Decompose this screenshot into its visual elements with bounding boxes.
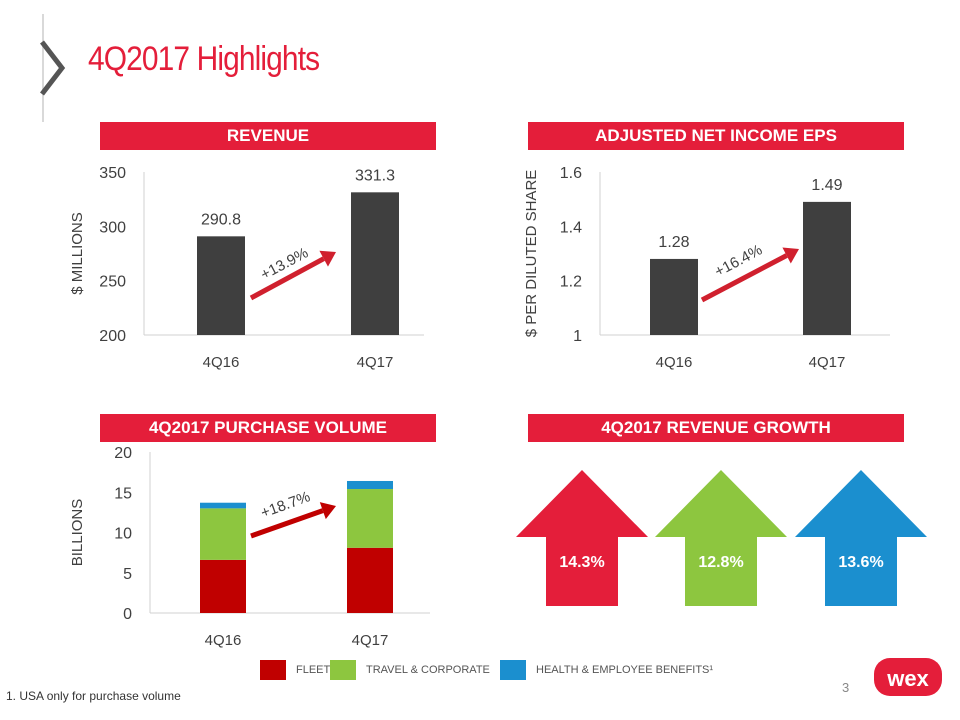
- logo-text: wex: [886, 666, 929, 691]
- growth-value-label: 13.6%: [838, 554, 883, 571]
- trend-arrow-shaft: [249, 256, 325, 301]
- legend-label: FLEET: [296, 664, 331, 676]
- y-tick-label: 1.4: [560, 219, 582, 236]
- y-tick-label: 10: [114, 526, 132, 543]
- footnote: 1. USA only for purchase volume: [6, 689, 181, 703]
- legend-item-fleet: FLEET: [260, 658, 330, 682]
- data-label: 1.28: [658, 234, 689, 251]
- chevron-right-icon: [40, 40, 66, 96]
- y-tick-label: 15: [114, 485, 132, 502]
- bar-segment: [347, 547, 393, 613]
- trend-arrow-head: [782, 247, 799, 264]
- y-tick-label: 20: [114, 445, 132, 462]
- header-divider: [42, 14, 44, 122]
- y-tick-label: 1: [573, 328, 582, 345]
- page-number: 3: [842, 680, 850, 695]
- trend-arrow-head: [319, 250, 336, 267]
- legend-label: TRAVEL & CORPORATE: [366, 664, 490, 676]
- y-tick-label: 350: [99, 165, 126, 182]
- legend-item-travel: TRAVEL & CORPORATE: [330, 658, 490, 682]
- bar-segment: [200, 508, 246, 560]
- growth-arrow: [795, 470, 927, 606]
- bar-segment: [347, 489, 393, 548]
- revenue-chart: 200 250 300 350 $ MILLIONS 290.8 4Q16 331.3 4Q17…: [69, 165, 424, 371]
- revenue-banner: REVENUE: [100, 122, 436, 150]
- x-tick-label: 4Q16: [205, 632, 242, 649]
- bar-segment: [200, 559, 246, 613]
- y-tick-label: 0: [123, 606, 132, 623]
- growth-arrow: [655, 470, 787, 606]
- y-tick-label: 300: [99, 219, 126, 236]
- trend-arrow-shaft: [700, 253, 788, 303]
- eps-chart: 1 1.2 1.4 1.6 $ PER DILUTED SHARE 1.28 4Q16 1.4…: [523, 165, 890, 371]
- page-title: 4Q2017 Highlights: [88, 40, 320, 78]
- growth-annotation: +16.4%: [712, 241, 765, 280]
- eps-banner: ADJUSTED NET INCOME EPS: [528, 122, 904, 150]
- wex-logo: wex: [874, 658, 942, 696]
- growth-value-label: 14.3%: [559, 554, 604, 571]
- y-tick-label: 250: [99, 274, 126, 291]
- legend-swatch: [330, 660, 356, 680]
- legend-label: HEALTH & EMPLOYEE BENEFITS¹: [536, 664, 714, 676]
- data-label: 290.8: [201, 211, 241, 228]
- growth-arrow: [516, 470, 648, 606]
- growth-value-label: 12.8%: [698, 554, 743, 571]
- x-tick-label: 4Q17: [809, 354, 846, 371]
- y-axis-label: $ MILLIONS: [69, 212, 86, 295]
- bar: [803, 201, 851, 335]
- bar-segment: [347, 480, 393, 490]
- data-label: 1.49: [811, 177, 842, 194]
- y-tick-label: 1.2: [560, 274, 582, 291]
- y-axis-label: BILLIONS: [69, 499, 86, 567]
- legend-item-health: HEALTH & EMPLOYEE BENEFITS¹: [500, 658, 713, 682]
- data-label: 331.3: [355, 167, 395, 184]
- y-tick-label: 200: [99, 328, 126, 345]
- trend-arrow-shaft: [250, 508, 324, 539]
- y-axis-label: $ PER DILUTED SHARE: [523, 170, 540, 338]
- revenue-growth-chart: 14.3% 12.8% 13.6%: [516, 470, 927, 606]
- bar: [197, 236, 245, 335]
- x-tick-label: 4Q16: [203, 354, 240, 371]
- y-tick-label: 1.6: [560, 165, 582, 182]
- bar-segment: [200, 502, 246, 509]
- x-tick-label: 4Q17: [352, 632, 389, 649]
- bar: [351, 192, 399, 335]
- x-tick-label: 4Q16: [656, 354, 693, 371]
- revenue-growth-banner: 4Q2017 REVENUE GROWTH: [528, 414, 904, 442]
- bar: [650, 258, 698, 335]
- trend-arrow-head: [319, 502, 336, 520]
- purchase-volume-banner: 4Q2017 PURCHASE VOLUME: [100, 414, 436, 442]
- legend-swatch: [500, 660, 526, 680]
- y-tick-label: 5: [123, 566, 132, 583]
- legend-swatch: [260, 660, 286, 680]
- x-tick-label: 4Q17: [357, 354, 394, 371]
